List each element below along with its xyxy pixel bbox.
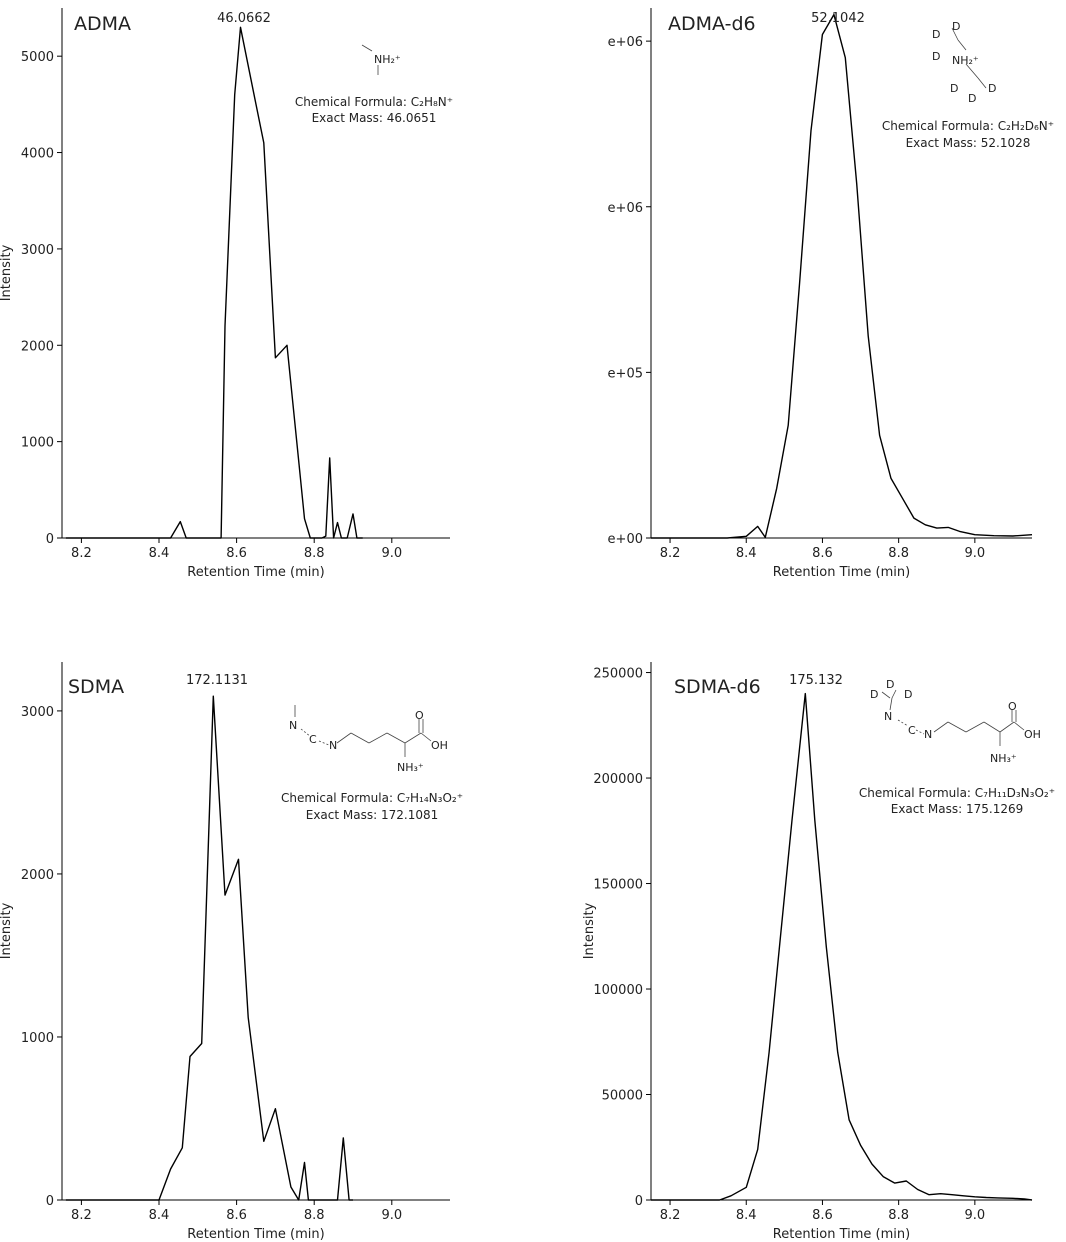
svg-text:N: N	[329, 739, 337, 752]
x-tick-label: 8.4	[149, 1208, 170, 1223]
formula-text: Chemical Formula: C₇H₁₄N₃O₂⁺	[281, 791, 463, 805]
series-line	[65, 695, 353, 1201]
chart-panel-sdma-d6: 8.2 8.4 8.6 8.8 9.0 0 50000 100000 150000 200000 2…	[582, 662, 1055, 1242]
svg-text:OH: OH	[431, 739, 448, 752]
x-tick-label: 8.8	[304, 1208, 325, 1223]
x-tick-label: 8.4	[149, 546, 170, 561]
series-line	[65, 26, 363, 539]
svg-text:D: D	[870, 688, 878, 701]
exact-mass-text: Exact Mass: 46.0651	[312, 111, 437, 125]
series-line	[651, 692, 1033, 1201]
svg-text:D: D	[886, 678, 894, 691]
y-tick-label: 4000	[21, 147, 54, 162]
series-line	[651, 13, 1033, 539]
peak-label: 175.132	[789, 673, 843, 688]
formula-text: Chemical Formula: C₇H₁₁D₃N₃O₂⁺	[859, 786, 1055, 800]
svg-text:C: C	[908, 724, 916, 737]
x-tick-label: 8.8	[888, 546, 909, 561]
y-tick-label: 2000	[21, 339, 54, 354]
x-tick-label: 9.0	[381, 1208, 402, 1223]
x-tick-label: 9.0	[381, 546, 402, 561]
x-axis-title: Retention Time (min)	[773, 1227, 910, 1242]
svg-text:NH₂⁺: NH₂⁺	[952, 54, 979, 67]
y-tick-label: 150000	[593, 878, 643, 893]
x-axis-title: Retention Time (min)	[187, 565, 324, 580]
y-axis-title: Intensity	[0, 902, 14, 959]
y-tick-label: 1000	[21, 1031, 54, 1046]
y-tick-label: 250000	[593, 667, 643, 682]
svg-text:D: D	[932, 28, 940, 41]
sdma-d6-structure: D D D N C N O OH NH₃⁺	[870, 678, 1041, 765]
svg-text:OH: OH	[1024, 728, 1041, 741]
svg-text:D: D	[988, 82, 996, 95]
x-tick-label: 8.6	[812, 1208, 833, 1223]
y-tick-label: 50000	[602, 1089, 643, 1104]
panel-label: ADMA-d6	[668, 13, 756, 35]
x-tick-label: 8.4	[736, 546, 757, 561]
y-axis-title: Intensity	[582, 902, 597, 959]
x-tick-label: 9.0	[965, 1208, 986, 1223]
chart-panel-adma-d6: 8.2 8.4 8.6 8.8 9.0 0e+00 5e+05 1e+06 1.5e+06 Ret…	[587, 8, 1054, 580]
y-tick-label: 2000	[21, 868, 54, 883]
y-tick-label: 0e+00	[599, 532, 643, 547]
svg-text:N: N	[289, 719, 297, 732]
svg-text:NH₂⁺: NH₂⁺	[374, 53, 401, 66]
x-tick-label: 8.8	[888, 1208, 909, 1223]
x-tick-label: 8.6	[226, 1208, 247, 1223]
x-tick-label: 8.2	[71, 1208, 92, 1223]
peak-label: 46.0662	[217, 11, 271, 26]
chart-panel-sdma: 8.2 8.4 8.6 8.8 9.0 0 1000 2000 3000 Retention Ti…	[0, 662, 463, 1242]
y-tick-label: 200000	[593, 772, 643, 787]
y-tick-label: 3000	[21, 705, 54, 720]
formula-text: Chemical Formula: C₂H₈N⁺	[295, 95, 453, 109]
x-tick-label: 8.2	[660, 1208, 681, 1223]
panel-label: ADMA	[74, 13, 131, 35]
y-tick-label: 5000	[21, 50, 54, 65]
y-tick-label: 3000	[21, 243, 54, 258]
panel-label: SDMA-d6	[674, 676, 761, 698]
adma-structure: NH₂⁺	[361, 44, 401, 75]
y-tick-label: 1.5e+06	[587, 35, 643, 50]
svg-text:N: N	[924, 728, 932, 741]
y-tick-label: 0	[46, 532, 54, 547]
svg-text:O: O	[415, 709, 424, 722]
sdma-structure: N C N O OH NH₃⁺	[289, 705, 448, 774]
svg-text:NH₃⁺: NH₃⁺	[397, 761, 424, 774]
y-tick-label: 100000	[593, 983, 643, 998]
x-axis-title: Retention Time (min)	[187, 1227, 324, 1242]
peak-label: 172.1131	[186, 673, 248, 688]
y-tick-label: 0	[46, 1194, 54, 1209]
x-tick-label: 8.6	[812, 546, 833, 561]
x-axis-title: Retention Time (min)	[773, 565, 910, 580]
x-tick-label: 9.0	[965, 546, 986, 561]
svg-text:D: D	[952, 20, 960, 33]
exact-mass-text: Exact Mass: 52.1028	[906, 136, 1031, 150]
exact-mass-text: Exact Mass: 172.1081	[306, 808, 438, 822]
exact-mass-text: Exact Mass: 175.1269	[891, 802, 1023, 816]
svg-text:D: D	[904, 688, 912, 701]
y-tick-label: 1e+06	[599, 201, 643, 216]
x-tick-label: 8.2	[660, 546, 681, 561]
y-tick-label: 1000	[21, 436, 54, 451]
svg-text:NH₃⁺: NH₃⁺	[990, 752, 1017, 765]
svg-text:C: C	[309, 733, 317, 746]
y-tick-label: 0	[635, 1194, 643, 1209]
svg-text:N: N	[884, 710, 892, 723]
y-axis-title: Intensity	[0, 244, 14, 301]
formula-text: Chemical Formula: C₂H₂D₆N⁺	[882, 119, 1054, 133]
x-tick-label: 8.4	[736, 1208, 757, 1223]
y-tick-label: 5e+05	[599, 366, 643, 381]
peak-label: 52.1042	[811, 11, 865, 26]
panel-label: SDMA	[68, 676, 124, 698]
x-tick-label: 8.8	[304, 546, 325, 561]
svg-text:D: D	[932, 50, 940, 63]
adma-d6-structure: D D D NH₂⁺ D D D	[932, 20, 996, 105]
chart-panel-adma: 8.2 8.4 8.6 8.8 9.0 0 1000 2000 3000 4000 5000 Rete…	[0, 8, 453, 580]
svg-text:D: D	[968, 92, 976, 105]
svg-text:O: O	[1008, 700, 1017, 713]
x-tick-label: 8.6	[226, 546, 247, 561]
x-tick-label: 8.2	[71, 546, 92, 561]
svg-text:D: D	[950, 82, 958, 95]
